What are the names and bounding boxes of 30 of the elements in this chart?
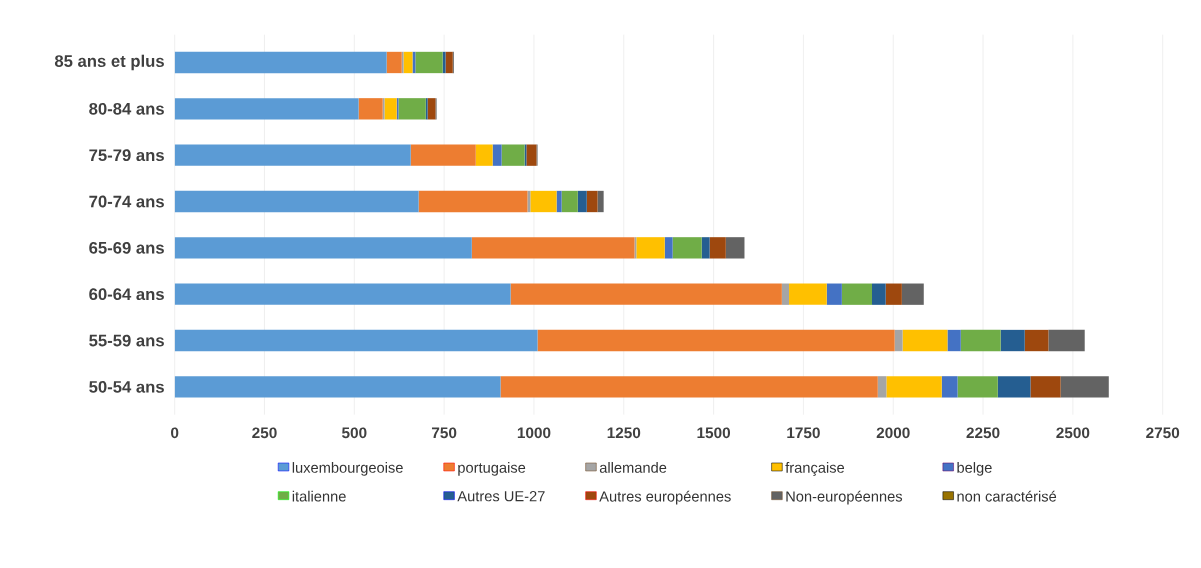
legend-label: belge xyxy=(957,462,992,476)
y-tick-label: 70-74 ans xyxy=(89,195,164,208)
legend-label: luxembourgeoise xyxy=(292,462,403,476)
y-tick-label: 60-64 ans xyxy=(89,288,164,301)
x-tick-label: 1250 xyxy=(607,427,641,439)
y-tick-label: 80-84 ans xyxy=(89,102,164,115)
legend-label: Autres UE-27 xyxy=(457,490,545,502)
x-tick-label: 750 xyxy=(431,427,457,439)
legend-label: non caractérisé xyxy=(957,490,1057,502)
x-tick-label: 0 xyxy=(171,427,179,439)
legend-label: Autres européennes xyxy=(599,490,731,505)
x-tick-label: 1000 xyxy=(517,427,551,439)
x-tick-label: 2000 xyxy=(876,427,910,439)
x-tick-label: 2250 xyxy=(966,427,1000,439)
y-tick-label: 65-69 ans xyxy=(89,241,164,254)
y-tick-label: 75-79 ans xyxy=(89,149,164,162)
y-tick-label: 55-59 ans xyxy=(89,334,164,347)
x-tick-label: 2750 xyxy=(1146,427,1180,439)
legend-label: allemande xyxy=(599,462,667,473)
x-tick-label: 2500 xyxy=(1056,427,1090,439)
x-tick-label: 1750 xyxy=(787,427,820,439)
y-tick-label: 50-54 ans xyxy=(89,380,164,393)
x-tick-label: 1500 xyxy=(697,427,731,439)
x-tick-label: 500 xyxy=(342,427,367,439)
legend-label: italienne xyxy=(292,490,346,502)
x-tick-label: 250 xyxy=(252,427,277,439)
y-tick-label: 85 ans et plus xyxy=(54,54,164,71)
legend-label: portugaise xyxy=(458,462,526,476)
legend-label: française xyxy=(785,462,845,476)
legend-label: Non-européennes xyxy=(786,490,903,505)
